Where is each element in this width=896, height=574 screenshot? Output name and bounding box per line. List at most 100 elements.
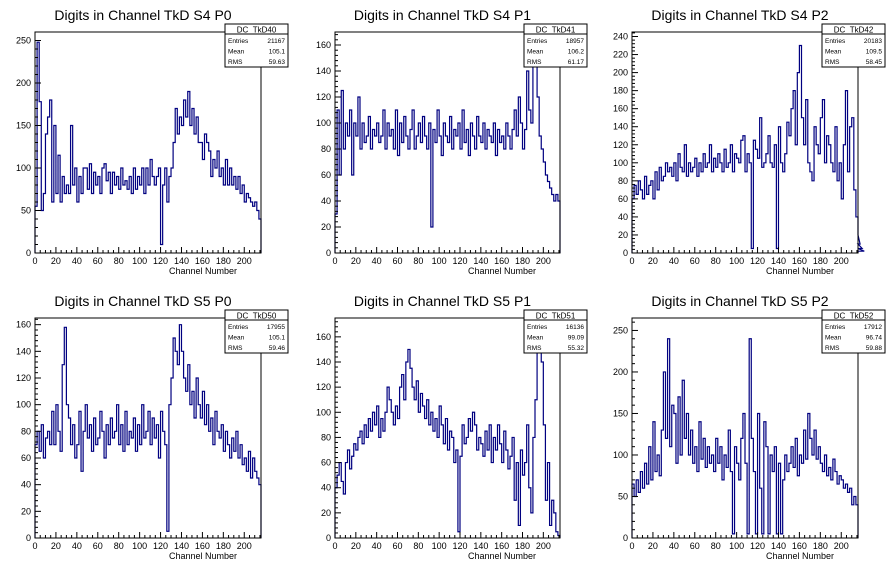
x-tick-label: 80 xyxy=(114,256,124,266)
x-tick-label: 200 xyxy=(834,256,849,266)
y-tick-label: 20 xyxy=(321,222,331,232)
stats-label: RMS xyxy=(228,59,243,66)
y-tick-label: 140 xyxy=(316,66,331,76)
stats-label: Mean xyxy=(228,335,245,342)
stats-box: DC_TkD40 Entries 21167 Mean 105.1 RMS 59.63 xyxy=(224,23,289,68)
x-tick-label: 100 xyxy=(132,541,147,551)
chart-panel: Digits in Channel TkD S5 P0 0 20 40 60 80 100 1… xyxy=(16,293,289,561)
stats-value: 17912 xyxy=(864,324,882,331)
x-tick-label: 80 xyxy=(114,541,124,551)
y-tick-label: 40 xyxy=(21,480,31,490)
stats-name: DC_TkD52 xyxy=(834,312,874,321)
stats-value: 99.09 xyxy=(568,335,585,342)
histogram-series xyxy=(631,44,865,253)
x-tick-label: 200 xyxy=(536,541,551,551)
y-tick-label: 50 xyxy=(618,491,628,501)
stats-value: 55.32 xyxy=(568,345,585,352)
stats-value: 61.17 xyxy=(568,59,585,66)
stats-box-frame xyxy=(523,309,588,354)
x-tick-label: 120 xyxy=(153,541,168,551)
y-tick-label: 160 xyxy=(613,104,628,114)
x-tick-label: 140 xyxy=(174,541,189,551)
stats-label: Entries xyxy=(825,38,846,45)
x-tick-label: 160 xyxy=(195,256,210,266)
y-tick-label: 100 xyxy=(613,158,628,168)
x-tick-label: 120 xyxy=(750,256,765,266)
x-tick-label: 200 xyxy=(237,256,252,266)
x-tick-label: 140 xyxy=(473,541,488,551)
stats-value: 105.1 xyxy=(269,49,286,56)
x-tick-label: 200 xyxy=(237,541,252,551)
x-tick-label: 60 xyxy=(392,256,402,266)
x-tick-label: 140 xyxy=(174,256,189,266)
stats-name: DC_TkD51 xyxy=(536,312,576,321)
histogram-series xyxy=(34,41,262,253)
chart-panel: Digits in Channel TkD S4 P0 0 20 40 60 80 100 1… xyxy=(16,7,289,276)
x-tick-label: 20 xyxy=(51,256,61,266)
y-tick-label: 160 xyxy=(316,40,331,50)
y-tick-label: 250 xyxy=(16,36,31,46)
chart-panel: Digits in Channel TkD S4 P1 0 20 40 60 80 100 1… xyxy=(316,7,588,276)
x-tick-label: 40 xyxy=(669,541,679,551)
x-tick-label: 160 xyxy=(494,541,509,551)
stats-name: DC_TkD41 xyxy=(536,26,576,35)
stats-box: DC_TkD51 Entries 16136 Mean 99.09 RMS 55.32 xyxy=(523,309,588,354)
y-tick-label: 40 xyxy=(321,196,331,206)
y-tick-label: 150 xyxy=(613,408,628,418)
stats-value: 96.74 xyxy=(866,335,883,342)
plot-frame xyxy=(34,317,262,539)
stats-label: RMS xyxy=(228,345,243,352)
x-tick-label: 160 xyxy=(792,541,807,551)
x-tick-label: 20 xyxy=(351,256,361,266)
x-tick-label: 100 xyxy=(729,256,744,266)
stats-box: DC_TkD52 Entries 17912 Mean 96.74 RMS 59.88 xyxy=(821,309,886,354)
y-tick-label: 120 xyxy=(16,373,31,383)
x-tick-label: 60 xyxy=(392,541,402,551)
y-tick-label: 80 xyxy=(321,432,331,442)
stats-label: Mean xyxy=(228,49,245,56)
y-tick-label: 140 xyxy=(16,346,31,356)
y-tick-label: 100 xyxy=(316,407,331,417)
y-tick-label: 60 xyxy=(321,458,331,468)
x-tick-label: 60 xyxy=(690,541,700,551)
y-tick-label: 60 xyxy=(21,453,31,463)
x-axis-label: Channel Number xyxy=(766,266,834,276)
x-tick-label: 140 xyxy=(473,256,488,266)
stats-name: DC_TkD42 xyxy=(834,26,874,35)
stats-box-frame xyxy=(821,309,886,354)
x-tick-label: 60 xyxy=(93,256,103,266)
x-tick-label: 0 xyxy=(332,541,337,551)
y-tick-label: 20 xyxy=(21,506,31,516)
x-axis-label: Channel Number xyxy=(468,266,536,276)
stats-label: RMS xyxy=(825,59,840,66)
histogram-series xyxy=(334,323,561,538)
y-tick-label: 100 xyxy=(16,163,31,173)
stats-label: RMS xyxy=(825,345,840,352)
stats-label: Entries xyxy=(527,324,548,331)
x-tick-label: 180 xyxy=(515,256,530,266)
y-tick-label: 200 xyxy=(613,68,628,78)
y-tick-label: 40 xyxy=(321,483,331,493)
y-tick-label: 0 xyxy=(26,533,31,543)
x-tick-label: 140 xyxy=(771,541,786,551)
y-tick-label: 140 xyxy=(613,122,628,132)
x-tick-label: 100 xyxy=(432,256,447,266)
y-tick-label: 220 xyxy=(613,50,628,60)
y-tick-label: 120 xyxy=(316,382,331,392)
y-tick-label: 200 xyxy=(613,367,628,377)
x-tick-label: 40 xyxy=(372,256,382,266)
plot-frame xyxy=(631,31,859,254)
x-tick-label: 200 xyxy=(536,256,551,266)
x-tick-label: 100 xyxy=(432,541,447,551)
stats-value: 59.63 xyxy=(269,59,286,66)
stats-name: DC_TkD40 xyxy=(237,26,277,35)
stats-box-frame xyxy=(224,309,289,354)
x-tick-label: 180 xyxy=(515,541,530,551)
x-tick-label: 180 xyxy=(216,541,231,551)
y-tick-label: 80 xyxy=(618,176,628,186)
x-axis-label: Channel Number xyxy=(169,551,237,561)
x-tick-label: 0 xyxy=(629,256,634,266)
x-tick-label: 200 xyxy=(834,541,849,551)
stats-value: 106.2 xyxy=(568,49,585,56)
y-tick-label: 200 xyxy=(16,78,31,88)
